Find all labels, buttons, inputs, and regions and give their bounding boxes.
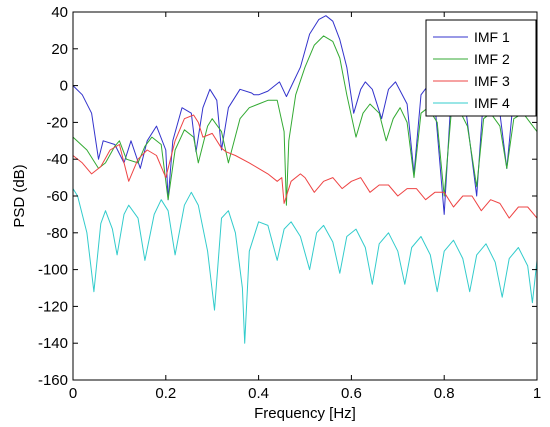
y-tick-label: -60 [46, 188, 68, 205]
y-tick-label: -20 [46, 114, 68, 131]
y-tick-label: 20 [51, 41, 68, 58]
y-tick-label: -80 [46, 225, 68, 242]
x-tick-label: 0.8 [434, 385, 455, 402]
y-tick-label: 0 [60, 78, 68, 95]
x-tick-label: 1 [533, 385, 541, 402]
axis-ticks [72, 11, 538, 381]
legend-box [425, 19, 537, 117]
y-tick-label: -120 [38, 298, 68, 315]
x-tick-labels: 0 0.2 0.4 0.6 0.8 1 [69, 385, 541, 402]
legend-label-imf-2: IMF 2 [474, 51, 510, 67]
y-tick-label: -160 [38, 372, 68, 389]
series-line-imf-3 [72, 114, 538, 219]
x-tick-label: 0.2 [155, 385, 176, 402]
x-tick-label: 0 [69, 385, 77, 402]
y-tick-label: 40 [51, 4, 68, 21]
y-axis-label: PSD (dB) [11, 164, 28, 227]
legend-label-imf-1: IMF 1 [474, 29, 510, 45]
y-tick-label: -140 [38, 335, 68, 352]
x-tick-label: 0.6 [341, 385, 362, 402]
x-axis-label: Frequency [Hz] [254, 405, 356, 422]
series-line-imf-4 [72, 188, 538, 344]
y-tick-label: -40 [46, 151, 68, 168]
y-tick-label: -100 [38, 262, 68, 279]
x-tick-label: 0.4 [248, 385, 269, 402]
legend-label-imf-3: IMF 3 [474, 73, 510, 89]
legend-label-imf-4: IMF 4 [474, 95, 510, 111]
legend: IMF 1 IMF 2 IMF 3 IMF 4 [425, 19, 537, 117]
y-tick-labels: 40 20 0 -20 -40 -60 -80 -100 -120 -140 -160 [38, 4, 68, 389]
